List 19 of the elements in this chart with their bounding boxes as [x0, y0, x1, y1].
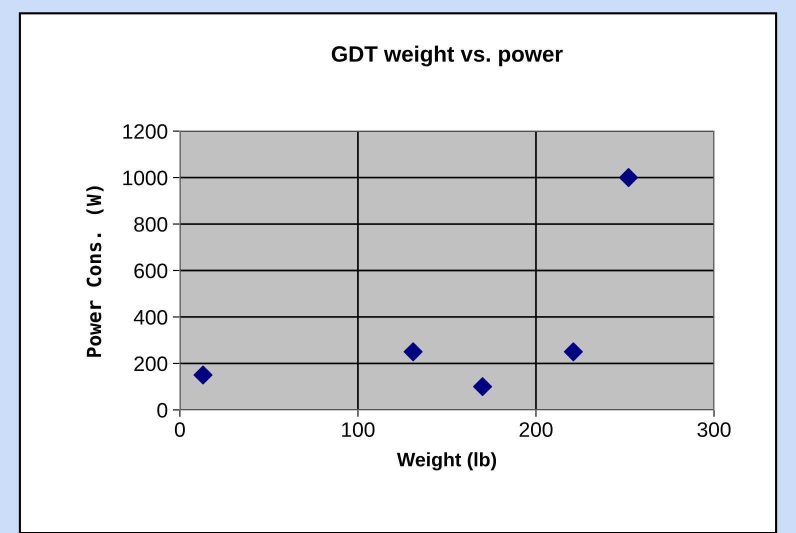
- y-tick-label: 1200: [123, 124, 168, 139]
- y-tick-label: 0: [157, 402, 168, 418]
- point: [473, 377, 492, 396]
- y-tick-label: 400: [134, 310, 168, 325]
- y-axis-title: Power Cons. (W): [86, 186, 104, 357]
- point: [564, 342, 583, 362]
- x-tick-label: 200: [520, 422, 553, 437]
- y-tick-label: 200: [134, 356, 168, 372]
- x-tick-label: 100: [342, 422, 374, 437]
- point: [194, 366, 213, 385]
- y-tick-label: 800: [134, 217, 168, 232]
- x-tick-label: 300: [697, 422, 731, 437]
- point: [619, 168, 638, 188]
- point: [404, 342, 423, 362]
- y-tick-label: 1000: [123, 170, 168, 186]
- x-tick-label: 0: [174, 422, 185, 437]
- y-tick-label: 600: [134, 264, 168, 278]
- chart-title: GDT weight vs. power: [332, 46, 563, 66]
- x-axis-title: Weight (lb): [396, 452, 496, 470]
